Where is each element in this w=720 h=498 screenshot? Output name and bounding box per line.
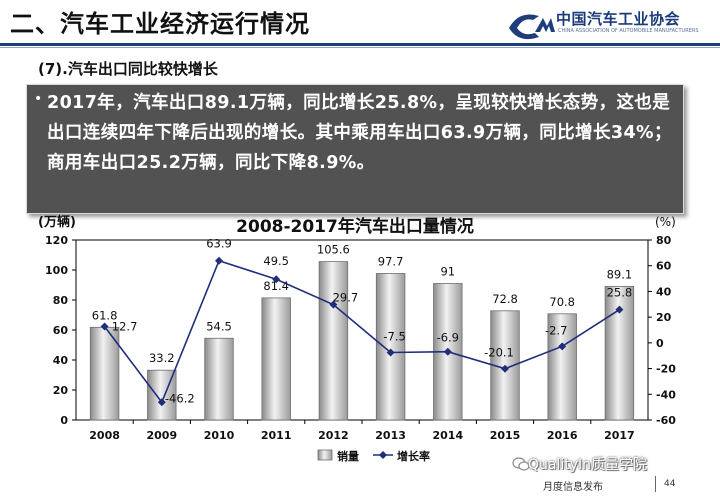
page-title: 二、汽车工业经济运行情况 (10, 10, 310, 38)
left-tick-label: 20 (53, 384, 69, 397)
growth-value-label: -46.2 (165, 391, 195, 405)
summary-box: • 2017年，汽车出口89.1万辆，同比增长25.8%，呈现较快增长态势，这也… (26, 84, 684, 214)
growth-point-2015 (501, 364, 509, 373)
wechat-icon (512, 457, 530, 471)
x-tick-label: 2011 (261, 429, 292, 442)
growth-value-label: -7.5 (383, 330, 405, 344)
left-tick-label: 60 (53, 324, 69, 337)
x-tick-label: 2014 (432, 429, 463, 442)
growth-point-2014 (443, 347, 452, 356)
header-divider (0, 43, 720, 46)
right-tick-label: 40 (656, 285, 672, 298)
right-tick-label: -60 (656, 414, 676, 427)
x-tick-label: 2010 (204, 429, 235, 442)
right-tick-label: 20 (656, 311, 672, 324)
x-tick-label: 2008 (89, 429, 120, 442)
bar-value-label: 61.8 (92, 308, 118, 322)
left-tick-label: 100 (45, 264, 68, 277)
legend-bar-swatch (317, 449, 333, 461)
left-tick-label: 80 (53, 294, 69, 307)
org-subtitle: CHINA ASSOCIATION OF AUTOMOBILE MANUFACT… (558, 28, 699, 34)
growth-value-label: 25.8 (607, 286, 633, 300)
growth-point-2011 (272, 275, 281, 284)
growth-value-label: -6.9 (437, 331, 459, 345)
bar-value-label: 33.2 (149, 351, 175, 365)
summary-text: 2017年，汽车出口89.1万辆，同比增长25.8%，呈现较快增长态势，这也是出… (47, 93, 672, 173)
footer-text: 月度信息发布 (543, 482, 603, 493)
left-tick-label: 120 (45, 234, 68, 247)
right-tick-label: 80 (656, 234, 672, 247)
bar-2013 (375, 273, 406, 421)
watermark: QualityIn质量学院 (528, 457, 648, 473)
bar-2016 (547, 313, 577, 421)
growth-point-2012 (329, 300, 338, 309)
bar-value-label: 97.7 (378, 254, 404, 268)
right-tick-label: 0 (656, 337, 664, 350)
right-axis-label: (%) (655, 215, 676, 229)
x-tick-label: 2015 (490, 429, 521, 442)
left-tick-label: 40 (53, 354, 69, 367)
org-name: 中国汽车工业协会 (556, 10, 681, 28)
bullet-icon: • (34, 91, 43, 107)
org-logo-icon (509, 14, 555, 40)
growth-value-label: -20.1 (484, 346, 514, 360)
x-tick-label: 2016 (547, 429, 578, 442)
page-number: 44 (664, 479, 676, 489)
bar-value-label: 91 (440, 265, 455, 279)
bar-2011 (261, 297, 291, 421)
bar-value-label: 105.6 (317, 243, 350, 257)
header-divider-thin (0, 47, 720, 48)
right-tick-label: -20 (656, 363, 676, 376)
growth-value-label: 29.7 (333, 291, 359, 305)
growth-value-label: -2.7 (545, 323, 567, 337)
x-tick-label: 2017 (604, 429, 635, 442)
growth-value-label: 12.7 (112, 320, 138, 334)
right-tick-label: -40 (656, 388, 676, 401)
growth-point-2008 (100, 322, 109, 331)
right-tick-label: 60 (656, 260, 672, 273)
bar-value-label: 54.5 (206, 319, 232, 333)
chart-title: 2008-2017年汽车出口量情况 (236, 216, 474, 237)
bar-2012 (318, 261, 349, 421)
legend-line-label: 增长率 (397, 449, 430, 463)
growth-point-2016 (558, 342, 567, 351)
bar-value-label: 72.8 (492, 292, 518, 306)
section-title: (7).汽车出口同比较快增长 (38, 60, 218, 78)
growth-rate-line (103, 259, 620, 404)
growth-point-2013 (386, 348, 395, 357)
bar-2010 (204, 337, 234, 421)
chart-legend: 销量 增长率 (317, 449, 430, 463)
bar-2008 (89, 326, 120, 421)
left-tick-label: 0 (60, 414, 68, 427)
legend-line-marker (379, 451, 387, 459)
x-tick-label: 2009 (146, 429, 177, 442)
growth-point-2017 (615, 305, 624, 314)
growth-value-label: 49.5 (263, 254, 289, 268)
growth-value-label: 63.9 (206, 237, 232, 251)
x-tick-label: 2013 (375, 429, 406, 442)
bar-value-label: 89.1 (607, 267, 633, 281)
legend-bar-label: 销量 (337, 449, 359, 463)
bar-value-label: 70.8 (549, 295, 575, 309)
growth-point-2009 (157, 398, 166, 407)
x-tick-label: 2012 (318, 429, 349, 442)
left-axis-label: (万辆) (38, 214, 76, 230)
growth-point-2010 (215, 256, 223, 265)
footer-divider (655, 476, 656, 492)
